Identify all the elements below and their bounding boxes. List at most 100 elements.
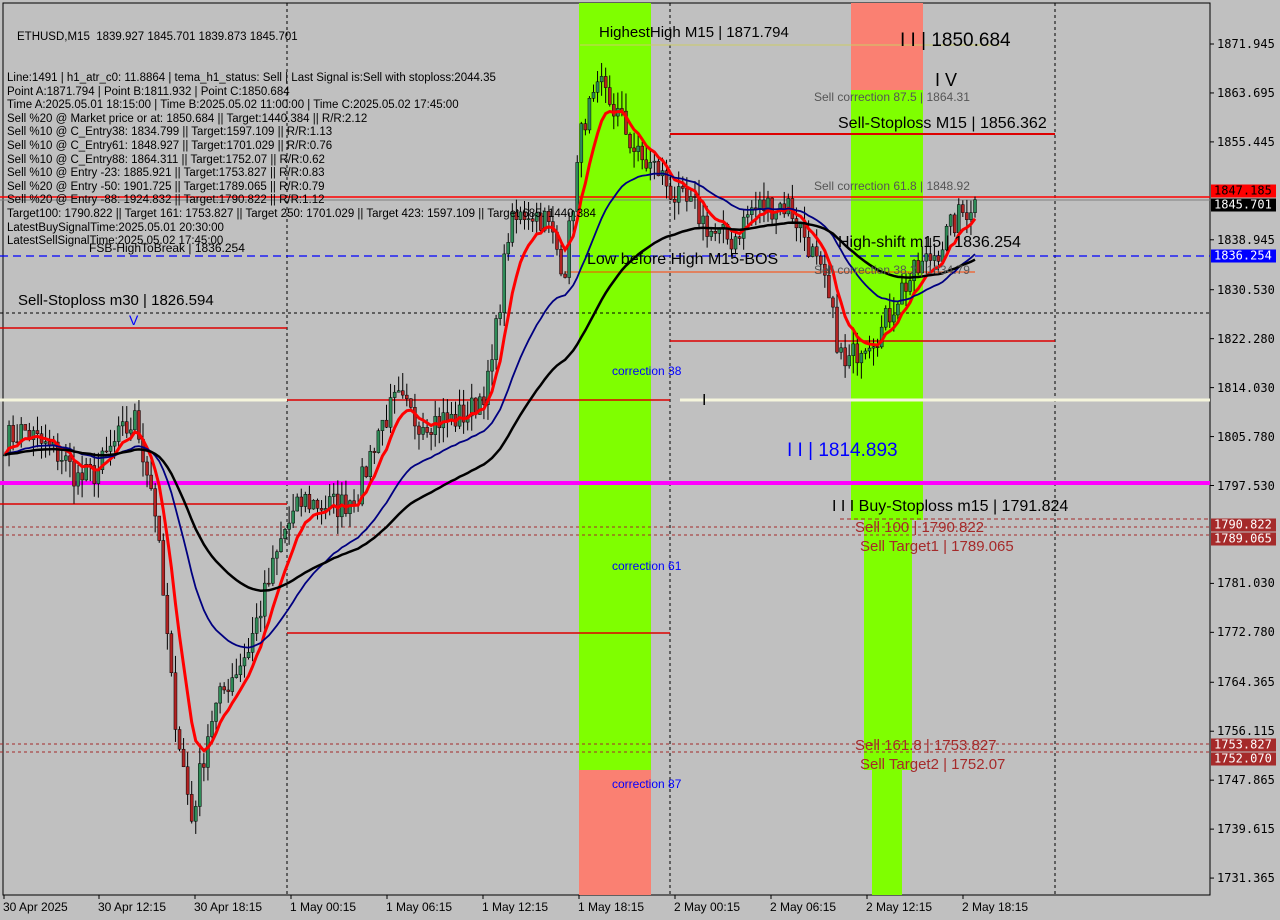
info-line: Target100: 1790.822 || Target 161: 1753.… [7, 207, 596, 220]
candle [693, 196, 697, 198]
candle [295, 496, 299, 512]
info-line: LatestBuySignalTime:2025.05.01 20:30:00 [7, 221, 224, 234]
label-correction-38: correction 38 [612, 364, 682, 378]
candle [129, 429, 133, 434]
candle [311, 499, 316, 510]
candle [153, 488, 157, 517]
candle [498, 312, 502, 319]
candle [177, 729, 182, 750]
price-tag: 1847.185 [1211, 184, 1276, 198]
candle [583, 123, 588, 131]
candle [664, 170, 669, 187]
label-v: V [129, 312, 139, 328]
candle [729, 238, 734, 250]
candle [368, 451, 373, 477]
candle [210, 721, 214, 737]
candle [482, 396, 486, 405]
candle [575, 162, 580, 212]
candle [705, 215, 709, 237]
candle [843, 347, 847, 367]
y-tick-label: 1739.615 [1217, 822, 1275, 837]
candle [514, 211, 519, 220]
candle [632, 147, 636, 152]
candle [932, 255, 937, 261]
info-line: Sell %10 @ C_Entry38: 1834.799 || Target… [7, 126, 333, 139]
candle [855, 343, 860, 364]
candle [859, 353, 864, 364]
candle [372, 451, 377, 453]
candle [733, 236, 738, 250]
candle [624, 110, 628, 135]
candle [92, 465, 97, 484]
candle [644, 159, 649, 169]
candle [819, 255, 823, 265]
info-line: Sell %20 @ Entry -50: 1901.725 || Target… [7, 180, 325, 193]
label-wave-2: I I | 1814.893 [787, 440, 898, 461]
candle [303, 494, 308, 507]
candle [713, 230, 718, 234]
zone [851, 90, 923, 520]
info-line: Line:1491 | h1_atr_c0: 11.8864 | tema_h1… [7, 71, 496, 84]
candle [672, 198, 677, 203]
candle [469, 397, 474, 417]
info-line: Sell %10 @ Entry -23: 1885.921 || Target… [7, 167, 325, 180]
candle [502, 253, 506, 313]
candle [912, 260, 916, 281]
candle [287, 522, 291, 530]
candle [238, 665, 243, 676]
candle [206, 736, 210, 768]
candle [961, 204, 965, 213]
candle [344, 494, 348, 514]
price-tag: 1845.701 [1211, 198, 1276, 212]
zone [579, 770, 651, 895]
candle [145, 461, 149, 476]
candle [457, 404, 462, 427]
candle [100, 450, 105, 470]
label-low-before-high: Low before High M15-BOS [587, 251, 779, 268]
candle [745, 214, 750, 218]
price-tag: 1753.827 [1211, 738, 1276, 752]
y-tick-label: 1772.780 [1217, 625, 1275, 640]
candle [810, 246, 815, 257]
candle [685, 188, 689, 202]
zone [851, 3, 923, 90]
symbol-line: ETHUSD,M15 1839.927 1845.701 1839.873 18… [17, 31, 298, 44]
candle [242, 657, 247, 667]
candle [112, 441, 117, 447]
candle [839, 347, 843, 353]
candle [571, 211, 575, 222]
label-high-shift: High-shift m15 | 1836.254 [838, 234, 1021, 251]
candle [218, 686, 222, 704]
candle [538, 212, 543, 231]
candle [31, 430, 36, 440]
x-tick-label: 30 Apr 12:15 [98, 900, 167, 914]
candle [656, 160, 661, 177]
candle [283, 529, 287, 539]
candle [904, 282, 908, 292]
candle [254, 617, 259, 634]
label-fsb-high-to-break: FSB-HighToBreak | 1836.254 [89, 241, 245, 255]
candle [214, 702, 218, 722]
label-buy-stoploss: I I I Buy-Stoploss m15 | 1791.824 [832, 498, 1069, 515]
candle [486, 370, 490, 405]
candle [867, 347, 872, 352]
candle [681, 186, 685, 189]
candle [494, 318, 498, 360]
candle [567, 220, 571, 278]
candle [429, 432, 433, 435]
candle [847, 355, 851, 367]
x-tick-label: 1 May 18:15 [578, 900, 645, 914]
candle [648, 162, 653, 169]
candle [364, 466, 368, 477]
y-tick-label: 1756.115 [1217, 724, 1275, 739]
candle [823, 263, 827, 276]
candle [388, 397, 393, 428]
y-tick-label: 1731.365 [1217, 871, 1275, 886]
candle [56, 441, 60, 462]
x-tick-label: 2 May 18:15 [962, 900, 1029, 914]
candle [908, 280, 912, 292]
info-line: LatestSellSignalTime:2025.05.02 17:45:00 [7, 235, 224, 248]
candle [591, 92, 596, 99]
candle [360, 466, 364, 505]
